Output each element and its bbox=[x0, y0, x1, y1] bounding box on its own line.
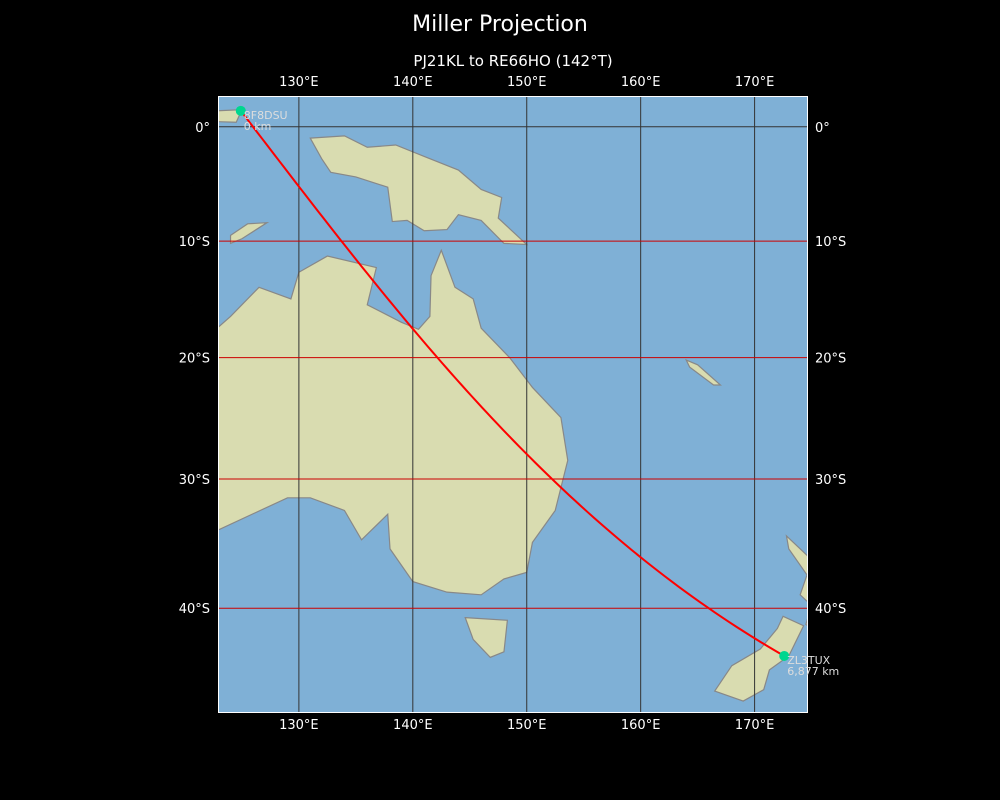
lat-tick-label-right: 20°S bbox=[815, 352, 846, 367]
lon-tick-label-top: 160°E bbox=[621, 75, 661, 90]
chart-subtitle: PJ21KL to RE66HO (142°T) bbox=[413, 52, 613, 70]
lon-tick-label-top: 130°E bbox=[279, 75, 319, 90]
land-australia bbox=[218, 248, 569, 596]
land-tasmania bbox=[464, 616, 509, 659]
lon-tick-label-bottom: 130°E bbox=[279, 718, 319, 733]
land-nz_north bbox=[785, 534, 807, 626]
lat-tick-label-left: 30°S bbox=[179, 473, 210, 488]
land-newcaledonia bbox=[685, 358, 722, 386]
lon-tick-label-bottom: 140°E bbox=[393, 718, 433, 733]
lon-tick-label-bottom: 170°E bbox=[735, 718, 775, 733]
lon-tick-label-bottom: 160°E bbox=[621, 718, 661, 733]
lat-tick-label-left: 10°S bbox=[179, 235, 210, 250]
start-marker bbox=[235, 105, 246, 116]
lon-tick-label-top: 140°E bbox=[393, 75, 433, 90]
end-distance-label: 6,877 km bbox=[787, 665, 839, 678]
map-frame bbox=[218, 96, 808, 713]
lat-tick-label-left: 40°S bbox=[179, 602, 210, 617]
start-distance-label: 0 km bbox=[244, 120, 272, 133]
lon-tick-label-bottom: 150°E bbox=[507, 718, 547, 733]
start-callsign-label: 8F8DSU bbox=[244, 109, 288, 122]
lat-tick-label-left: 20°S bbox=[179, 352, 210, 367]
land-nz_south bbox=[713, 615, 805, 702]
lon-tick-label-top: 170°E bbox=[735, 75, 775, 90]
land-halmahera bbox=[218, 109, 243, 123]
lat-tick-label-right: 40°S bbox=[815, 602, 846, 617]
great-circle-path bbox=[239, 110, 785, 657]
lat-tick-label-right: 0° bbox=[815, 121, 830, 136]
lon-tick-label-top: 150°E bbox=[507, 75, 547, 90]
land-timor bbox=[229, 221, 270, 245]
lat-tick-label-right: 30°S bbox=[815, 473, 846, 488]
end-marker bbox=[779, 650, 790, 661]
lat-tick-label-right: 10°S bbox=[815, 235, 846, 250]
chart-title: Miller Projection bbox=[412, 12, 588, 37]
lat-tick-label-left: 0° bbox=[195, 121, 210, 136]
end-callsign-label: ZL3TUX bbox=[787, 654, 830, 667]
land-newguinea bbox=[309, 135, 529, 246]
